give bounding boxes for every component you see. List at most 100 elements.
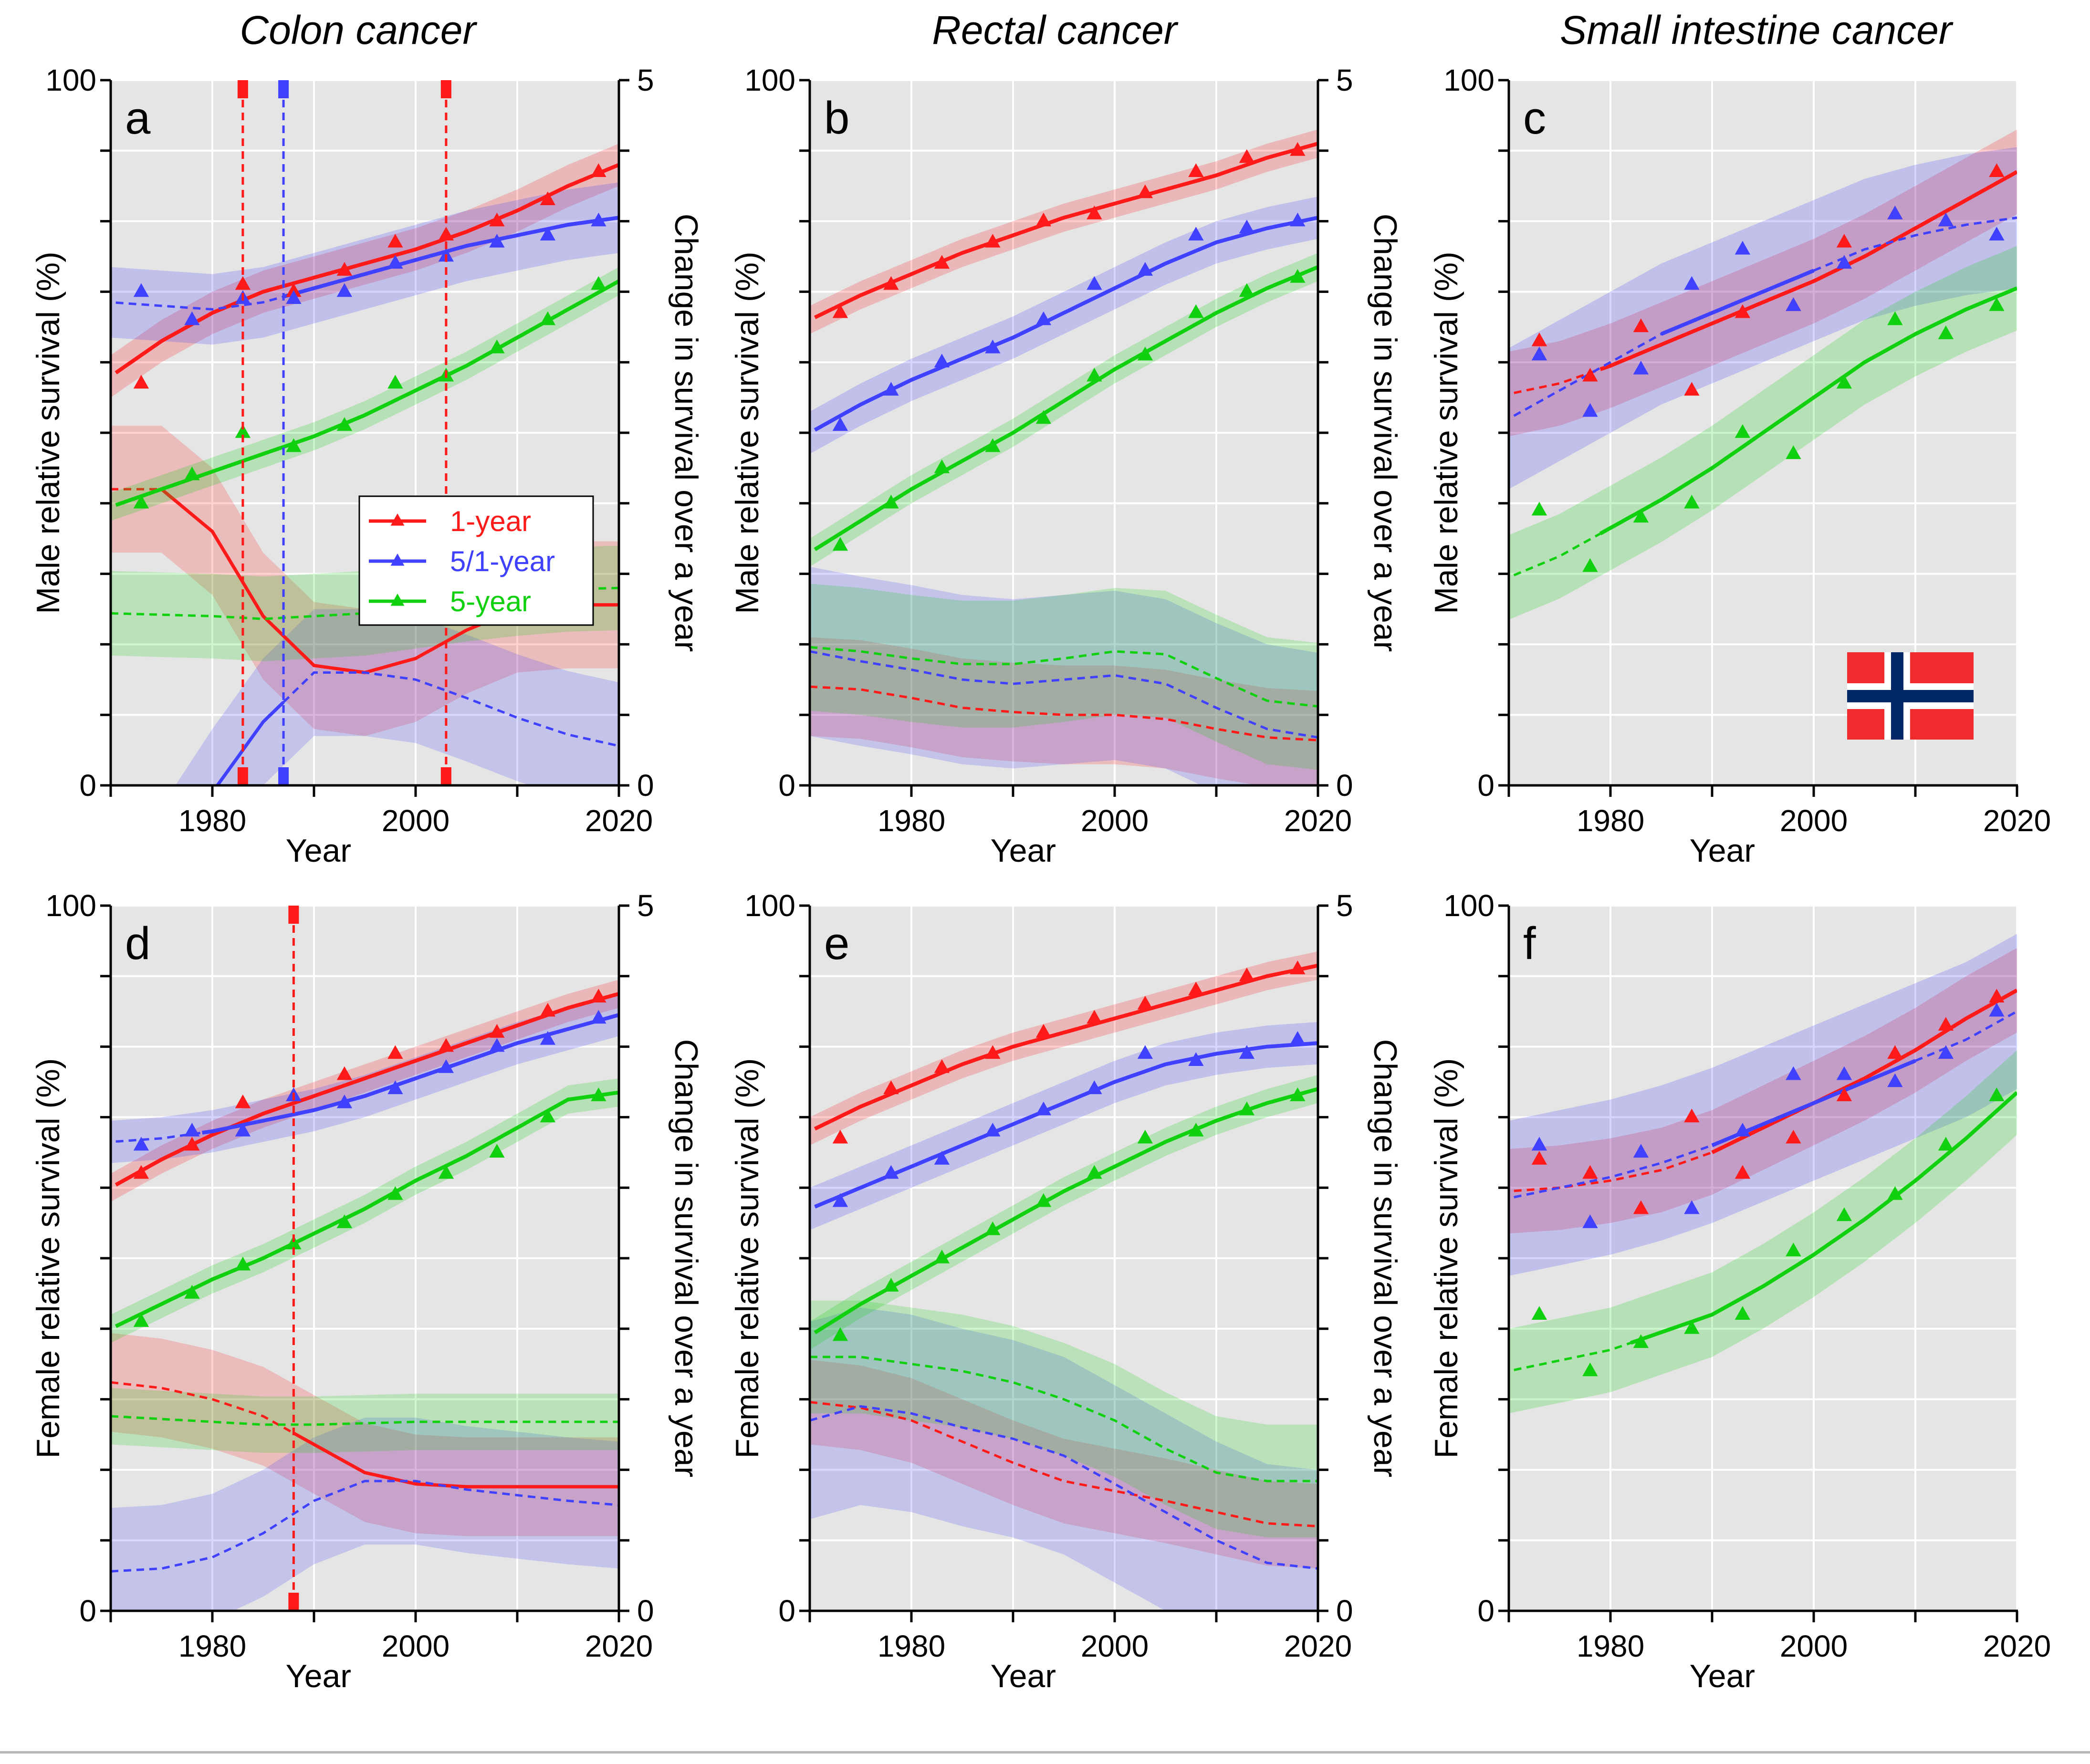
panel-letter: e <box>824 918 849 969</box>
data-point-1-year <box>1684 382 1700 396</box>
data-point-1-year <box>1582 367 1598 382</box>
survival-line-5-year <box>1513 532 1601 576</box>
legend-label: 1-year <box>450 505 531 537</box>
y-tick-label: 100 <box>45 63 96 97</box>
data-point-5-year <box>985 1221 1001 1235</box>
y-tick-label: 0 <box>79 1594 96 1628</box>
data-point-1-year <box>1239 149 1255 163</box>
survival-line-5/1-year <box>115 295 284 311</box>
data-point-5/1-year <box>934 354 950 367</box>
y-axis-label: Male relative survival (%) <box>30 251 66 614</box>
y2-tick-label: 0 <box>1336 768 1353 803</box>
x-tick-label: 2000 <box>382 1629 449 1663</box>
data-point-5-year <box>1989 1087 2005 1101</box>
data-point-5-year <box>1684 1320 1700 1334</box>
data-point-5-year <box>133 1313 149 1327</box>
data-point-5/1-year <box>1735 1122 1751 1137</box>
data-point-1-year <box>1633 1200 1649 1214</box>
data-point-5-year <box>540 1108 556 1123</box>
data-point-5/1-year <box>1035 1101 1052 1116</box>
data-point-1-year <box>1290 960 1306 974</box>
data-point-1-year <box>540 191 556 206</box>
data-point-1-year <box>133 1165 149 1179</box>
data-point-5/1-year <box>1531 1137 1547 1151</box>
rate-band-5-year <box>810 1300 1318 1538</box>
data-point-1-year <box>1531 1151 1547 1165</box>
rate-band-1-year <box>111 426 619 736</box>
data-point-5/1-year <box>1290 1031 1306 1045</box>
y-axis-label: Male relative survival (%) <box>1428 251 1464 614</box>
axes <box>100 904 629 1622</box>
data-point-5/1-year <box>235 1122 251 1137</box>
y2-axis-label: Change in survival over a year <box>1367 1039 1403 1477</box>
data-point-5/1-year <box>1239 219 1255 234</box>
y-axis-label: Male relative survival (%) <box>729 251 765 614</box>
survival-band-5-year <box>1509 1050 2017 1414</box>
title-small-intestine: Small intestine cancer <box>1560 8 1954 52</box>
data-point-1-year <box>133 375 149 389</box>
data-point-5/1-year <box>1087 1080 1102 1095</box>
survival-band-5/1-year <box>810 1022 1318 1230</box>
data-point-1-year <box>1735 304 1751 318</box>
y2-axis-label: Change in survival over a year <box>668 214 704 652</box>
data-point-5-year <box>387 375 403 389</box>
rate-band-5-year <box>111 1388 619 1453</box>
data-point-1-year <box>1633 318 1649 333</box>
survival-line-1-year <box>814 142 1318 319</box>
data-point-5/1-year <box>1188 1052 1204 1066</box>
data-point-5/1-year <box>184 311 200 325</box>
x-tick-label: 2000 <box>1780 804 1848 838</box>
rate-line-5/1-year <box>216 701 285 785</box>
rate-band-5/1-year <box>810 566 1318 785</box>
data-point-5/1-year <box>1087 276 1102 290</box>
y2-tick-label: 0 <box>637 1594 654 1628</box>
survival-band-5/1-year <box>1509 934 2017 1276</box>
breakpoint-marker-bottom <box>440 767 451 785</box>
y2-tick-label: 0 <box>637 768 654 803</box>
data-point-1-year <box>934 255 950 269</box>
rate-line-5-year <box>810 1356 1318 1482</box>
y-axis-label: Female relative survival (%) <box>729 1058 765 1459</box>
data-point-5-year <box>1887 1186 1903 1200</box>
data-point-5-year <box>591 276 606 290</box>
x-axis-label: Year <box>1690 833 1755 869</box>
x-tick-label: 2020 <box>1983 1629 2051 1663</box>
data-point-5-year <box>934 459 950 473</box>
data-point-5-year <box>1239 1101 1255 1116</box>
data-point-5/1-year <box>591 212 606 227</box>
data-point-5/1-year <box>883 382 899 396</box>
data-point-5-year <box>591 1087 606 1101</box>
norway-flag <box>1847 652 1974 740</box>
data-point-5-year <box>1531 1306 1547 1320</box>
data-point-1-year <box>387 233 403 248</box>
title-colon: Colon cancer <box>240 8 478 52</box>
data-point-5/1-year <box>1582 403 1598 417</box>
legend-swatch-marker <box>390 553 405 566</box>
x-tick-label: 2020 <box>1983 804 2051 838</box>
legend-label: 5/1-year <box>450 545 555 577</box>
rate-band-5/1-year <box>111 1418 619 1611</box>
rate-line-5/1-year <box>111 1480 619 1573</box>
axes <box>1498 904 2018 1622</box>
axes <box>799 904 1328 1622</box>
survival-band-5-year <box>111 267 619 521</box>
survival-line-5/1-year <box>814 216 1318 432</box>
data-point-5/1-year <box>832 417 848 431</box>
y2-tick-label: 0 <box>1336 1594 1353 1628</box>
data-point-1-year <box>1087 205 1102 219</box>
data-point-5/1-year <box>336 1094 353 1108</box>
data-point-5-year <box>934 1250 950 1263</box>
survival-line-1-year <box>1711 988 2017 1154</box>
breakpoint-marker-top <box>440 80 451 98</box>
data-point-1-year <box>1290 142 1306 156</box>
data-point-1-year <box>985 233 1001 248</box>
data-point-1-year <box>1786 1129 1801 1144</box>
breakpoint-marker-top <box>237 80 248 98</box>
panel-letter: a <box>125 93 151 144</box>
survival-line-1-year <box>115 992 619 1187</box>
data-point-5/1-year <box>1137 1045 1153 1059</box>
